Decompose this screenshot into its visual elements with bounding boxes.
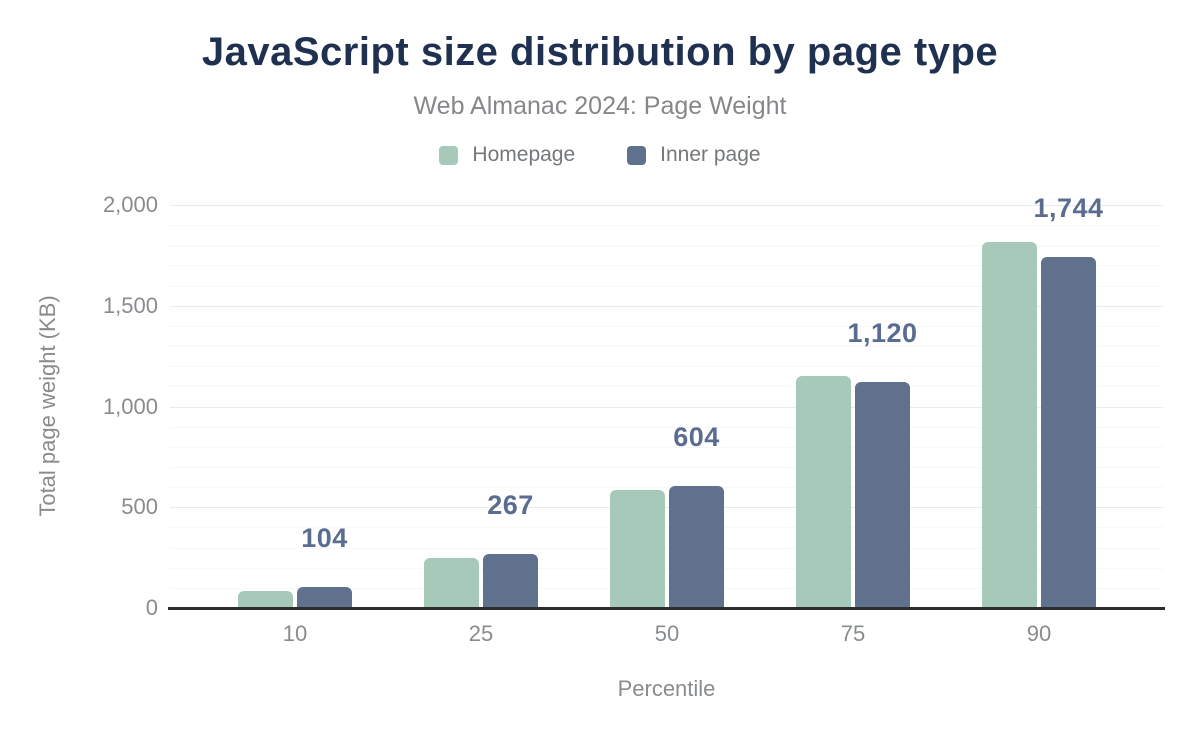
legend-item-inner-page[interactable]: Inner page: [627, 143, 761, 167]
minor-gridline: [170, 265, 1163, 267]
x-tick-label-p25: 25: [468, 621, 494, 646]
y-tick-label: 0: [145, 595, 158, 620]
bar-pair: [238, 587, 352, 608]
bar-group-p25: 267 25: [388, 205, 574, 646]
minor-gridline: [170, 587, 1163, 589]
chart-title: JavaScript size distribution by page typ…: [201, 30, 999, 74]
minor-gridline: [170, 567, 1163, 569]
bar-homepage-p50[interactable]: [610, 490, 665, 608]
minor-gridline: [170, 346, 1163, 348]
minor-gridline: [170, 426, 1163, 428]
y-tick-label: 2,000: [102, 192, 158, 217]
x-tick-label-p50: 50: [654, 621, 680, 646]
y-axis-title: Total page weight (KB): [35, 295, 60, 517]
x-axis-line: [168, 607, 1165, 610]
legend-label: Homepage: [472, 143, 576, 166]
minor-gridline: [170, 466, 1163, 468]
minor-gridline: [170, 225, 1163, 227]
value-label-p50: 604: [673, 422, 720, 453]
x-axis-title: Percentile: [617, 676, 716, 701]
minor-gridline: [170, 547, 1163, 549]
major-gridline: [170, 406, 1163, 408]
bar-inner-page-p50[interactable]: [669, 486, 724, 608]
major-gridline: [170, 205, 1163, 206]
bar-pair: [610, 486, 724, 608]
legend-item-homepage[interactable]: Homepage: [439, 143, 575, 167]
bar-homepage-p75[interactable]: [796, 376, 851, 608]
plot-area: 104 10 267 25 604 50 1,120 75 1,744 90: [202, 194, 1132, 646]
y-tick-label: 1,000: [102, 393, 158, 419]
bar-inner-page-p25[interactable]: [483, 554, 538, 608]
value-label-p10: 104: [301, 523, 348, 553]
minor-gridline: [170, 386, 1163, 388]
bar-group-p75: 1,120 75: [760, 205, 946, 646]
y-tick-label: 1,500: [102, 292, 158, 318]
x-tick-label-p10: 10: [282, 621, 308, 646]
legend-swatch-icon: [439, 145, 459, 165]
y-tick-label: 500: [121, 494, 158, 520]
legend-label: Inner page: [660, 143, 761, 166]
bar-group-p10: 104 10: [202, 205, 388, 646]
bar-homepage-p25[interactable]: [424, 557, 479, 608]
bar-inner-page-p90[interactable]: [1041, 256, 1096, 608]
bar-group-p90: 1,744 90: [946, 194, 1132, 646]
major-gridline: [170, 305, 1163, 307]
major-gridline: [170, 507, 1163, 509]
minor-gridline: [170, 245, 1163, 247]
bar-pair: [796, 376, 910, 608]
legend-swatch-icon: [627, 145, 647, 165]
bar-inner-page-p10[interactable]: [297, 587, 352, 608]
value-label-p25: 267: [487, 490, 534, 521]
minor-gridline: [170, 527, 1163, 529]
minor-gridline: [170, 325, 1163, 327]
bar-homepage-p90[interactable]: [982, 242, 1037, 608]
legend: Homepage Inner page: [0, 143, 1200, 167]
x-tick-label-p90: 90: [1026, 621, 1052, 646]
bar-homepage-p10[interactable]: [238, 590, 293, 608]
value-label-p75: 1,120: [847, 318, 918, 349]
bar-pair: [982, 242, 1096, 608]
x-tick-label-p75: 75: [840, 621, 866, 646]
bar-group-p50: 604 50: [574, 205, 760, 646]
bar-pair: [424, 554, 538, 608]
minor-gridline: [170, 366, 1163, 368]
bar-inner-page-p75[interactable]: [855, 382, 910, 608]
chart-subtitle: Web Almanac 2024: Page Weight: [413, 92, 787, 120]
minor-gridline: [170, 446, 1163, 448]
value-label-p90: 1,744: [1033, 192, 1104, 223]
minor-gridline: [170, 487, 1163, 489]
minor-gridline: [170, 285, 1163, 287]
